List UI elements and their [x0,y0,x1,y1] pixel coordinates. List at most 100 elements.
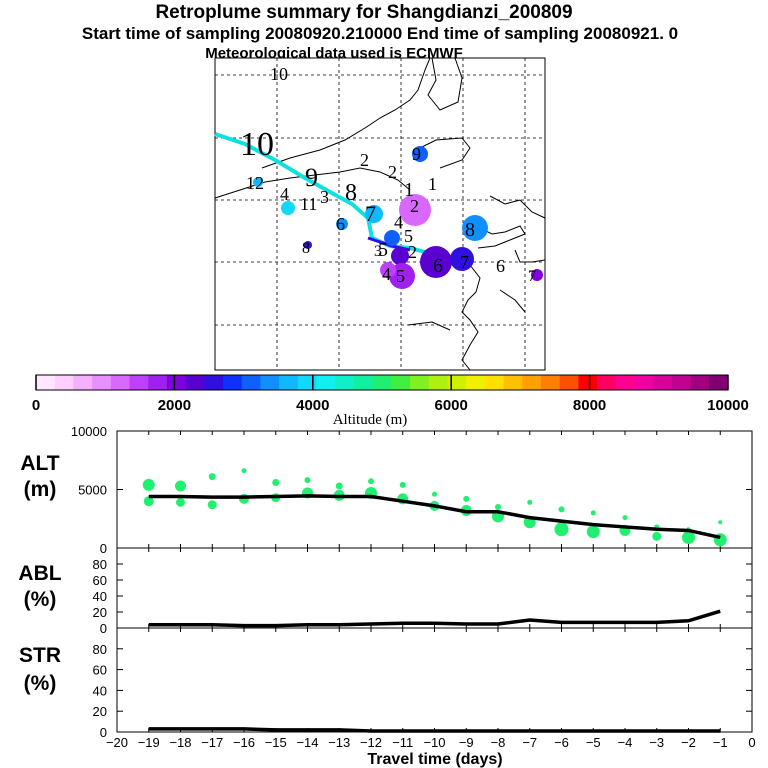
y-tick-label: 80 [93,557,107,572]
colorbar-swatch [391,375,411,390]
panel-label: ALT [20,452,59,475]
particle-cluster-point [175,480,186,492]
colorbar-swatch [223,375,243,390]
map-label: 8 [345,180,357,206]
map-label: 2 [410,196,419,216]
x-tick-label: −19 [138,735,160,750]
x-tick-label: −12 [360,735,382,750]
particle-cluster-point [335,482,343,490]
panel-frame [116,627,753,733]
map-cluster-dot [391,247,409,265]
x-tick-label: −20 [106,735,128,750]
x-tick-label: −13 [328,735,350,750]
colorbar-tick-label: 4000 [296,397,329,414]
colorbar-swatch [484,375,505,390]
map-cluster-dot [336,218,348,230]
particle-cluster-point [682,530,695,544]
map-label: 2 [388,162,397,182]
map-label: 4 [394,212,403,232]
colorbar-swatch [36,375,56,390]
series-line [148,609,721,628]
y-tick-label: 0 [100,541,107,556]
colorbar-swatch [204,375,224,390]
map-label: 2 [408,242,417,262]
particle-cluster-point [463,495,470,502]
colorbar-swatch [540,375,561,390]
colorbar-tick-label: 8000 [573,397,606,414]
x-tick-label: −3 [649,735,664,750]
panel-str: STR (%) 0 20 40 60 80 [19,627,753,740]
colorbar-tick-label: 10000 [707,397,749,414]
colorbar-swatch [316,375,336,390]
y-tick-label: 10000 [71,424,107,439]
map-cluster-dot [412,146,428,162]
x-tick-label: −1 [713,735,728,750]
colorbar-swatch [129,375,149,390]
map-label: 2 [360,150,369,170]
map-label: 3 [374,243,382,260]
map-clusters [253,146,543,289]
panel-unit-label: (%) [24,672,57,695]
colorbar-swatch [653,375,673,390]
map-label: 6 [336,214,345,234]
x-tick-label: −10 [423,735,445,750]
particle-cluster-point [368,478,374,485]
map-cluster-dot [462,215,488,241]
particle-cluster-point [241,468,247,474]
particle-cluster-point [142,478,155,491]
colorbar-tick-label: 0 [32,397,40,414]
map-label: 9 [305,163,318,192]
particle-cluster-point [652,531,662,541]
colorbar-swatch [353,375,374,390]
map-cluster-dot [399,194,431,226]
x-tick-label: 0 [748,735,755,750]
x-tick-label: −4 [618,735,633,750]
particle-cluster-point [208,473,216,481]
series-line [148,727,721,733]
colorbar-swatch [522,375,542,390]
map-label: 10 [240,126,274,163]
colorbar-swatch [166,375,187,390]
map-label: 12 [246,173,264,193]
panel-label: STR [19,644,61,667]
colorbar-swatch [503,375,523,390]
particle-cluster-point [718,520,723,525]
colorbar-swatch [597,375,617,390]
map-cluster-dot [365,205,383,223]
colorbar-swatch [372,375,392,390]
y-tick-label: 0 [100,725,107,740]
particle-cluster-point [622,515,628,521]
panel-label: ABL [18,562,61,585]
x-tick-label: −14 [296,735,318,750]
colorbar-axis-label: Altitude (m) [333,412,408,428]
colorbar-swatch [634,375,654,390]
x-tick-label: −15 [265,735,287,750]
map-cluster-dot [304,241,312,249]
particle-cluster-point [207,500,217,510]
map-cluster-dot [531,269,543,281]
x-tick-label: −8 [491,735,506,750]
colorbar-swatch [671,375,692,390]
panel-unit-label: (m) [24,478,57,501]
x-tick-label: −9 [459,735,474,750]
colorbar-swatch [73,375,93,390]
map-label: 4 [382,264,391,284]
map-cluster-dot [384,230,400,246]
map-cluster-dot [253,177,263,187]
y-tick-label: 40 [93,589,107,604]
map-label: 5 [404,226,413,246]
colorbar-swatch [241,375,261,390]
map-gridlines [215,58,545,370]
x-tick-label: −2 [681,735,696,750]
altitude-colorbar: 0 2000 4000 6000 8000 10000 Altitude (m) [32,374,749,428]
x-tick-label: −7 [522,735,537,750]
map-label: 10 [270,64,288,84]
colorbar-swatch [297,375,318,390]
map-label: 5 [378,239,388,261]
colorbar-swatch [260,375,280,390]
panel-unit-label: (%) [24,588,57,611]
y-tick-label: 40 [93,683,107,698]
